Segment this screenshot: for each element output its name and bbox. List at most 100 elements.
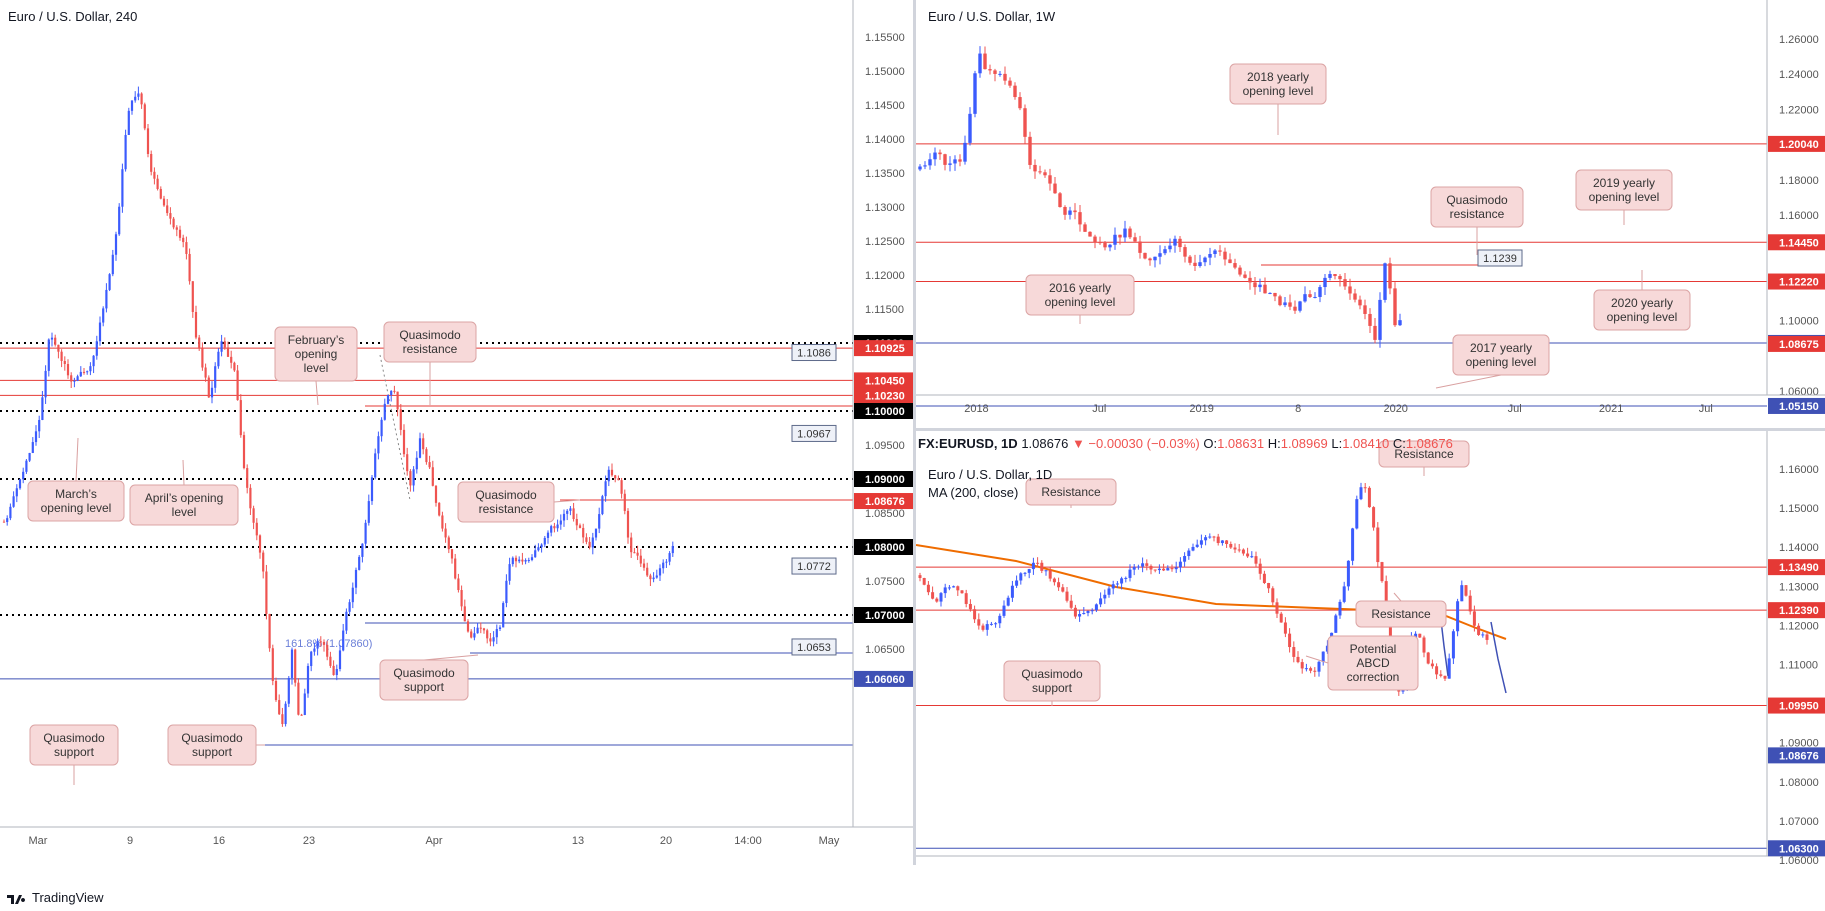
weekly-chart-title: Euro / U.S. Dollar, 1W xyxy=(928,9,1056,24)
candle-body xyxy=(1220,540,1224,544)
candle-body xyxy=(444,528,447,538)
candle-body xyxy=(1163,249,1167,254)
callout-text: resistance xyxy=(479,502,534,516)
candle-body xyxy=(527,559,530,561)
candle-body xyxy=(1124,577,1128,579)
candle-body xyxy=(166,205,169,214)
candle-body xyxy=(540,544,543,548)
candle-body xyxy=(1241,549,1245,554)
candle-body xyxy=(1107,588,1111,595)
candle-body xyxy=(1447,658,1451,679)
symbol-name[interactable]: FX:EURUSD, 1D xyxy=(918,436,1018,451)
candle-body xyxy=(1082,613,1086,615)
candle-body xyxy=(1138,241,1142,253)
candle-body xyxy=(214,366,217,388)
candle-body xyxy=(178,229,182,238)
candle-body xyxy=(918,575,922,579)
price-tag-box xyxy=(791,344,837,362)
candle-body xyxy=(1063,207,1067,215)
candle-body xyxy=(287,677,290,704)
time-tick-label: Apr xyxy=(425,835,442,847)
candle-body xyxy=(188,253,191,282)
candle-body xyxy=(332,665,335,676)
candle-body xyxy=(473,633,476,638)
ma-indicator-label[interactable]: MA (200, close) xyxy=(928,485,1019,500)
time-tick-label: 8 xyxy=(1295,403,1301,415)
candle-body xyxy=(28,452,31,461)
price-tick-label: 1.07000 xyxy=(1779,816,1819,828)
price-level-badge xyxy=(1768,135,1825,152)
candle-body xyxy=(646,567,649,576)
time-tick-label: 2020 xyxy=(1216,864,1240,865)
daily-chart-panel[interactable]: 1.16000 1.15000 1.14000 1.13000 1.12000 1.110… xyxy=(916,431,1825,865)
candle-body xyxy=(380,419,383,437)
h4-chart-panel[interactable]: 161.8% (1.07860) 1.15500 1.15000 1.14500 1.1… xyxy=(0,0,913,865)
candle-body xyxy=(402,429,406,455)
time-tick-label: 16 xyxy=(213,835,225,847)
candle-body xyxy=(121,169,124,207)
time-tick-label: Jul xyxy=(1508,403,1522,415)
callout-text: Quasimodo xyxy=(399,328,461,342)
candle-body xyxy=(530,557,534,560)
candle-body xyxy=(268,613,271,649)
candle-body xyxy=(342,630,345,651)
callout-pointer xyxy=(1435,374,1502,389)
callout-pointer xyxy=(423,654,479,661)
candle-body xyxy=(70,375,73,382)
callout-text: opening level xyxy=(1243,84,1314,98)
candle-body xyxy=(1248,277,1252,283)
candle-body xyxy=(963,142,967,162)
candle-body xyxy=(598,514,601,529)
candle-body xyxy=(466,621,470,632)
callout-text: level xyxy=(304,361,329,375)
time-tick-label: 14:00 xyxy=(734,835,762,847)
candle-body xyxy=(1383,263,1387,300)
weekly-chart[interactable]: 1.26000 1.24000 1.22000 1.18000 1.16000 1.100… xyxy=(916,0,1825,428)
callout-text: Quasimodo xyxy=(1446,193,1508,207)
candle-body xyxy=(220,341,223,352)
candle-body xyxy=(1048,570,1052,579)
candle-body xyxy=(1351,528,1355,561)
candle-body xyxy=(230,356,233,363)
candle-body xyxy=(620,480,623,494)
candle-body xyxy=(1292,647,1296,657)
daily-chart[interactable]: 1.16000 1.15000 1.14000 1.13000 1.12000 1.110… xyxy=(916,431,1825,865)
time-tick-label: 2 xyxy=(1005,864,1011,865)
candle-body xyxy=(1018,97,1022,109)
horizontal-divider[interactable] xyxy=(916,428,1825,431)
price-level-badge xyxy=(854,403,913,419)
candle-body xyxy=(1228,259,1232,264)
candle-body xyxy=(105,289,108,309)
h4-chart[interactable]: 161.8% (1.07860) 1.15500 1.15000 1.14500 1.1… xyxy=(0,0,913,865)
price-level-badge xyxy=(1768,559,1825,576)
candle-body xyxy=(1355,499,1359,529)
weekly-chart-panel[interactable]: 1.26000 1.24000 1.22000 1.18000 1.16000 1.100… xyxy=(916,0,1825,428)
candle-body xyxy=(1148,258,1152,261)
candle-body xyxy=(988,69,992,71)
callout-box xyxy=(1327,635,1419,691)
callout-text: resistance xyxy=(403,342,458,356)
callout-text: April’s opening xyxy=(145,491,224,505)
candle-body xyxy=(1193,262,1197,266)
tradingview-logo[interactable]: TradingView xyxy=(6,890,104,906)
candle-body xyxy=(1213,250,1217,255)
price-tick-label: 1.13000 xyxy=(1779,581,1819,593)
candle-body xyxy=(322,641,326,645)
candle-body xyxy=(390,390,393,395)
candle-body xyxy=(989,623,993,625)
price-level-badge xyxy=(1768,602,1825,619)
candle-body xyxy=(345,611,348,631)
vertical-divider[interactable] xyxy=(913,0,916,865)
candle-body xyxy=(111,254,114,275)
price-level-badge-label: 1.14450 xyxy=(1779,237,1819,249)
callout-box xyxy=(274,326,358,382)
candle-body xyxy=(438,502,441,516)
candle-body xyxy=(614,475,617,479)
price-level-badge-label: 1.09950 xyxy=(1779,701,1819,713)
price-level-badge-label: 1.13490 xyxy=(1779,562,1819,574)
candle-body xyxy=(1174,567,1178,570)
candle-body xyxy=(242,435,246,469)
price-tick-label: 1.22000 xyxy=(1779,104,1819,116)
